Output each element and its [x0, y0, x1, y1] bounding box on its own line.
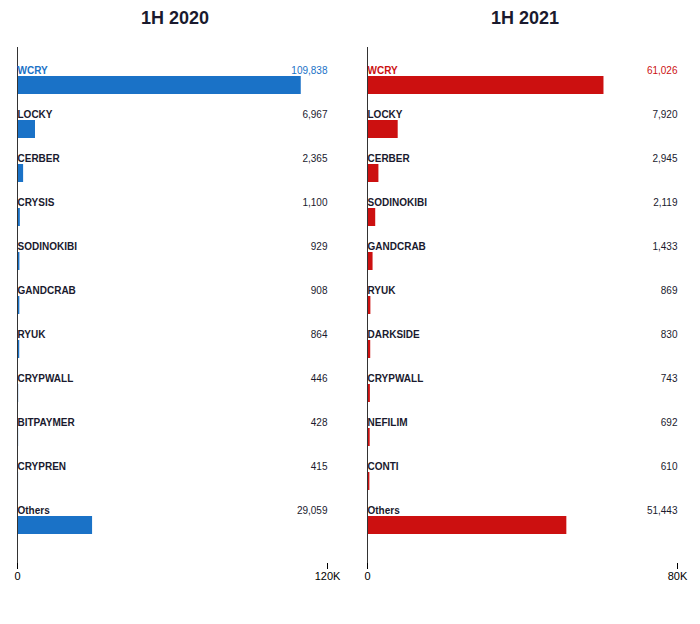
- svg-text:908: 908: [311, 285, 328, 296]
- svg-text:LOCKY: LOCKY: [368, 109, 403, 120]
- svg-text:Others: Others: [18, 505, 51, 516]
- svg-text:929: 929: [311, 241, 328, 252]
- html-text:1H 2021: 1H 2021: [491, 8, 559, 28]
- svg-text:120K: 120K: [315, 570, 341, 582]
- svg-text:CRYPWALL: CRYPWALL: [368, 373, 424, 384]
- svg-text:830: 830: [661, 329, 678, 340]
- svg-text:CERBER: CERBER: [18, 153, 61, 164]
- svg-text:CONTI: CONTI: [368, 461, 399, 472]
- svg-text:CERBER: CERBER: [368, 153, 411, 164]
- svg-text:1,100: 1,100: [302, 197, 327, 208]
- svg-text:415: 415: [311, 461, 328, 472]
- svg-text:0: 0: [14, 570, 20, 582]
- svg-text:7,920: 7,920: [652, 109, 677, 120]
- svg-text:610: 610: [661, 461, 678, 472]
- svg-text:6,967: 6,967: [302, 109, 327, 120]
- svg-text:446: 446: [311, 373, 328, 384]
- svg-text:0: 0: [364, 570, 370, 582]
- svg-text:864: 864: [311, 329, 328, 340]
- svg-text:428: 428: [311, 417, 328, 428]
- svg-text:743: 743: [661, 373, 678, 384]
- svg-text:CRYPREN: CRYPREN: [18, 461, 67, 472]
- svg-text:WCRY: WCRY: [18, 65, 49, 76]
- svg-text:Others: Others: [368, 505, 401, 516]
- svg-text:DARKSIDE: DARKSIDE: [368, 329, 421, 340]
- html-text:1H 2020: 1H 2020: [141, 8, 209, 28]
- svg-text:51,443: 51,443: [647, 505, 678, 516]
- svg-text:SODINOKIBI: SODINOKIBI: [18, 241, 78, 252]
- svg-text:29,059: 29,059: [297, 505, 328, 516]
- svg-text:1,433: 1,433: [652, 241, 677, 252]
- svg-text:80K: 80K: [668, 570, 688, 582]
- svg-text:RYUK: RYUK: [368, 285, 397, 296]
- svg-text:GANDCRAB: GANDCRAB: [18, 285, 76, 296]
- svg-text:869: 869: [661, 285, 678, 296]
- svg-text:GANDCRAB: GANDCRAB: [368, 241, 426, 252]
- svg-text:CRYSIS: CRYSIS: [18, 197, 55, 208]
- svg-text:BITPAYMER: BITPAYMER: [18, 417, 76, 428]
- svg-text:2,945: 2,945: [652, 153, 677, 164]
- svg-text:2,365: 2,365: [302, 153, 327, 164]
- svg-text:2,119: 2,119: [653, 197, 678, 208]
- svg-text:SODINOKIBI: SODINOKIBI: [368, 197, 428, 208]
- svg-text:109,838: 109,838: [291, 65, 328, 76]
- svg-text:NEFILIM: NEFILIM: [368, 417, 408, 428]
- svg-text:LOCKY: LOCKY: [18, 109, 53, 120]
- svg-text:RYUK: RYUK: [18, 329, 47, 340]
- svg-text:WCRY: WCRY: [368, 65, 399, 76]
- svg-text:692: 692: [661, 417, 678, 428]
- svg-text:61,026: 61,026: [647, 65, 678, 76]
- svg-text:CRYPWALL: CRYPWALL: [18, 373, 74, 384]
